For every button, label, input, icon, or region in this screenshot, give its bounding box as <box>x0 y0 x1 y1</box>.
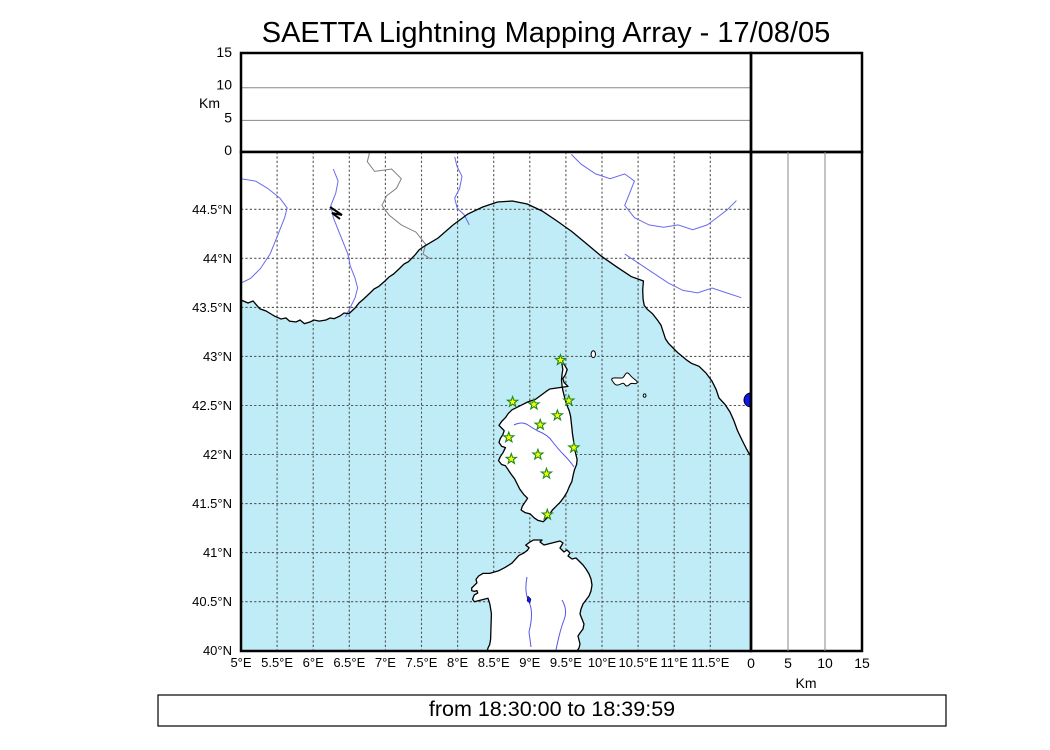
svg-text:6°E: 6°E <box>303 655 324 670</box>
svg-text:42°N: 42°N <box>203 447 232 462</box>
svg-text:44.5°N: 44.5°N <box>192 202 232 217</box>
svg-text:8°E: 8°E <box>447 655 468 670</box>
svg-text:0: 0 <box>224 142 232 158</box>
svg-text:5.5°E: 5.5°E <box>261 655 293 670</box>
svg-text:11.5°E: 11.5°E <box>691 655 730 670</box>
svg-text:8.5°E: 8.5°E <box>478 655 510 670</box>
svg-text:Km: Km <box>796 675 817 691</box>
svg-text:41.5°N: 41.5°N <box>192 496 232 511</box>
svg-text:40°N: 40°N <box>203 643 232 658</box>
svg-text:6.5°E: 6.5°E <box>333 655 365 670</box>
svg-text:15: 15 <box>216 44 232 60</box>
svg-text:9°E: 9°E <box>519 655 540 670</box>
svg-text:0: 0 <box>747 655 755 671</box>
svg-text:5: 5 <box>784 655 792 671</box>
svg-text:41°N: 41°N <box>203 545 232 560</box>
svg-text:from 18:30:00 to 18:39:59: from 18:30:00 to 18:39:59 <box>429 697 675 721</box>
svg-text:7.5°E: 7.5°E <box>406 655 438 670</box>
svg-text:10°E: 10°E <box>588 655 617 670</box>
svg-text:10: 10 <box>216 77 232 93</box>
svg-text:5°E: 5°E <box>230 655 251 670</box>
svg-text:9.5°E: 9.5°E <box>550 655 582 670</box>
svg-text:43°N: 43°N <box>203 349 232 364</box>
svg-text:44°N: 44°N <box>203 251 232 266</box>
svg-text:10: 10 <box>817 655 833 671</box>
svg-text:Km: Km <box>199 95 220 111</box>
svg-text:5: 5 <box>224 109 232 125</box>
svg-text:42.5°N: 42.5°N <box>192 398 232 413</box>
svg-text:7°E: 7°E <box>375 655 396 670</box>
svg-text:40.5°N: 40.5°N <box>192 594 232 609</box>
svg-text:11°E: 11°E <box>661 655 689 670</box>
svg-text:43.5°N: 43.5°N <box>192 300 232 315</box>
svg-text:15: 15 <box>854 655 870 671</box>
svg-text:10.5°E: 10.5°E <box>619 655 659 670</box>
